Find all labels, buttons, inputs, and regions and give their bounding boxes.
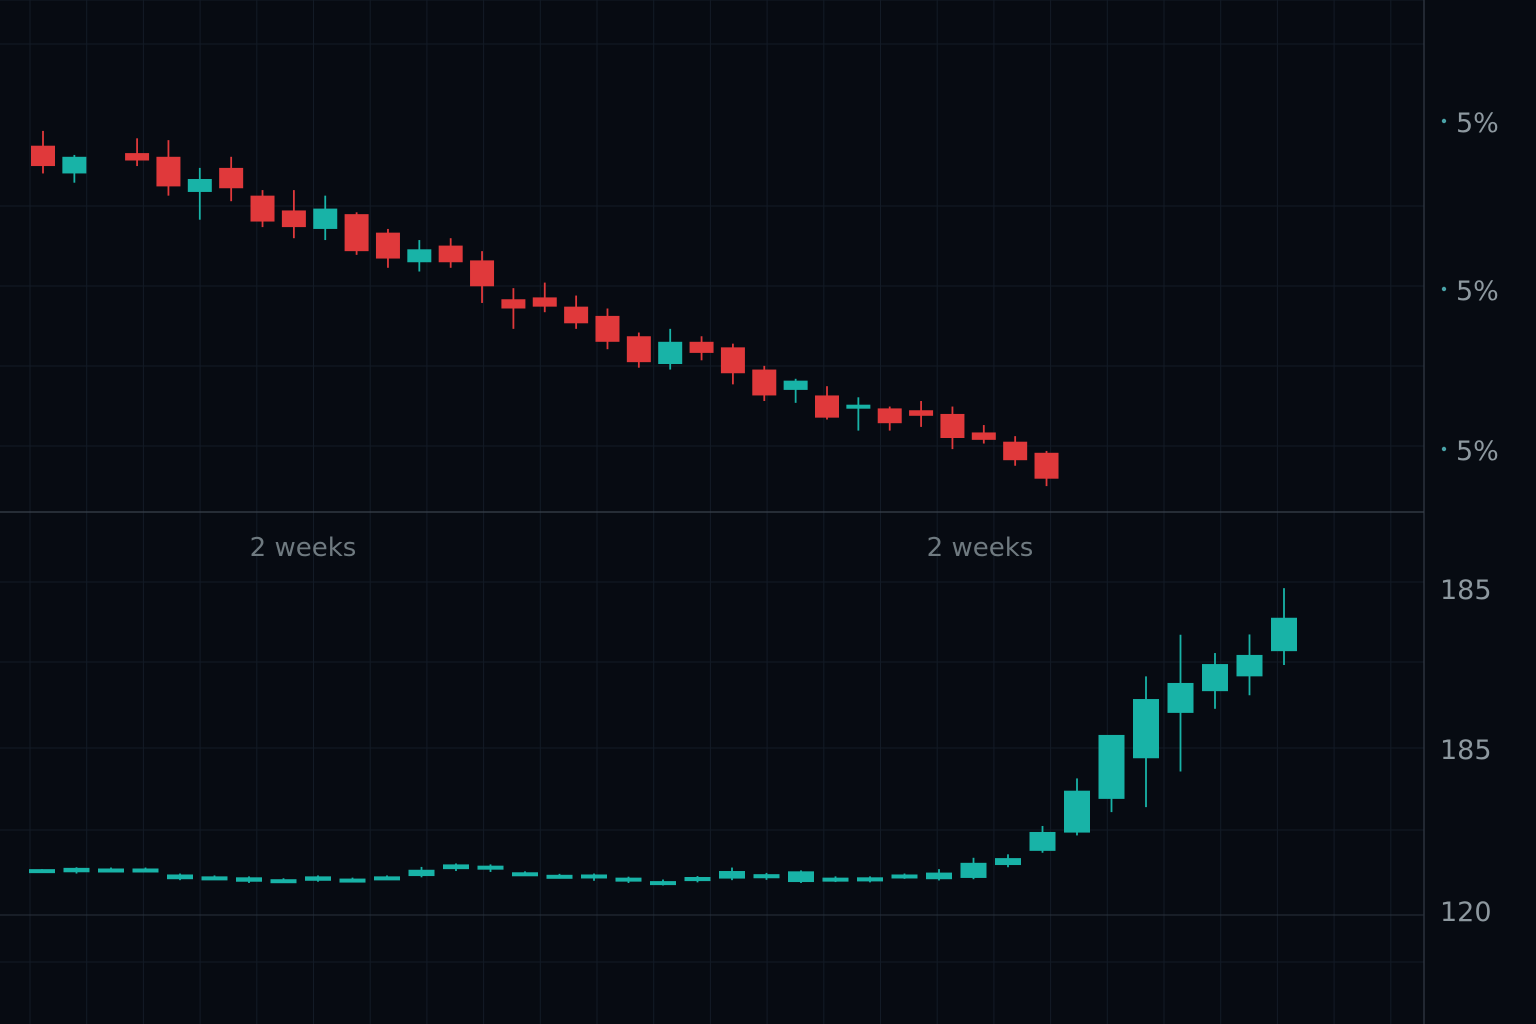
candle-body bbox=[438, 245, 463, 263]
candle-body bbox=[512, 872, 538, 877]
candle-body bbox=[650, 881, 676, 886]
bottom-y-axis: 185 185 120 bbox=[1440, 575, 1492, 928]
candle-body bbox=[595, 315, 620, 342]
candle-body bbox=[615, 877, 642, 882]
top-tick-marker bbox=[1441, 446, 1447, 452]
top-panel-candles bbox=[31, 130, 1059, 487]
candle-body bbox=[31, 145, 55, 167]
candle-body bbox=[1133, 699, 1159, 759]
candle-body bbox=[408, 869, 435, 877]
top-y-tick-label: 5% bbox=[1456, 276, 1499, 307]
candle-body bbox=[477, 865, 504, 870]
candle-body bbox=[564, 306, 589, 324]
candle-body bbox=[846, 404, 871, 409]
candle-body bbox=[250, 195, 275, 222]
candle-body bbox=[236, 877, 262, 882]
candle-body bbox=[156, 156, 181, 187]
candle-body bbox=[1064, 790, 1090, 833]
candle-body bbox=[940, 413, 965, 438]
candle-body bbox=[626, 336, 651, 363]
candle-body bbox=[1034, 452, 1059, 479]
candle-body bbox=[187, 179, 212, 192]
candle-body bbox=[125, 153, 150, 161]
candle-body bbox=[443, 864, 469, 870]
candle-body bbox=[788, 871, 814, 883]
time-label: 2 weeks bbox=[250, 533, 357, 563]
bottom-panel-candles bbox=[29, 588, 1297, 886]
candle-body bbox=[62, 156, 87, 174]
candle-body bbox=[971, 432, 996, 440]
candle-body bbox=[891, 874, 918, 879]
candle-body bbox=[581, 874, 607, 879]
candle-body bbox=[752, 369, 777, 396]
candle-body bbox=[720, 347, 745, 374]
candle-body bbox=[926, 872, 952, 880]
candle-body bbox=[546, 874, 573, 879]
top-y-axis: 5% 5% 5% bbox=[1441, 108, 1499, 467]
candle-body bbox=[339, 878, 366, 883]
candle-body bbox=[270, 879, 297, 884]
candle-body bbox=[719, 871, 745, 879]
candle-body bbox=[753, 874, 780, 879]
time-axis: 2 weeks 2 weeks bbox=[250, 533, 1034, 563]
candle-body bbox=[1029, 831, 1056, 851]
bottom-y-tick-label: 120 bbox=[1440, 897, 1492, 928]
candle-body bbox=[281, 210, 306, 228]
candle-body bbox=[1167, 682, 1194, 713]
candle-body bbox=[658, 341, 683, 364]
candle-body bbox=[684, 877, 711, 882]
candle-body bbox=[201, 876, 228, 881]
candle-body bbox=[1098, 734, 1125, 799]
candle-body bbox=[167, 874, 193, 880]
candle-body bbox=[305, 876, 331, 881]
candle-body bbox=[1202, 664, 1228, 692]
candle-body bbox=[98, 868, 124, 873]
candle-body bbox=[532, 297, 557, 307]
candle-body bbox=[313, 208, 338, 229]
candle-body bbox=[815, 395, 839, 418]
candle-body bbox=[783, 380, 808, 390]
bottom-y-tick-label: 185 bbox=[1440, 735, 1492, 766]
candle-body bbox=[1271, 617, 1297, 652]
top-tick-marker bbox=[1441, 118, 1447, 124]
top-y-tick-label: 5% bbox=[1456, 108, 1499, 139]
candle-body bbox=[1003, 441, 1028, 461]
candle-body bbox=[29, 869, 55, 874]
candle-body bbox=[877, 408, 902, 424]
candle-body bbox=[822, 877, 849, 882]
bottom-y-tick-label: 185 bbox=[1440, 575, 1492, 606]
time-label: 2 weeks bbox=[927, 533, 1034, 563]
candle-body bbox=[689, 341, 714, 353]
candle-body bbox=[219, 167, 244, 189]
candle-body bbox=[1236, 654, 1263, 677]
candle-body bbox=[995, 858, 1021, 866]
top-y-tick-label: 5% bbox=[1456, 436, 1499, 467]
candle-body bbox=[857, 877, 883, 882]
candle-body bbox=[132, 868, 159, 873]
candle-body bbox=[63, 867, 90, 873]
candle-body bbox=[501, 299, 526, 309]
candle-body bbox=[344, 214, 369, 252]
candle-body bbox=[374, 876, 400, 881]
candle-body bbox=[960, 862, 987, 878]
candle-body bbox=[375, 232, 400, 259]
candle-body bbox=[407, 249, 432, 263]
candle-body bbox=[909, 410, 934, 416]
candle-body bbox=[470, 260, 495, 287]
top-tick-marker bbox=[1441, 286, 1447, 292]
